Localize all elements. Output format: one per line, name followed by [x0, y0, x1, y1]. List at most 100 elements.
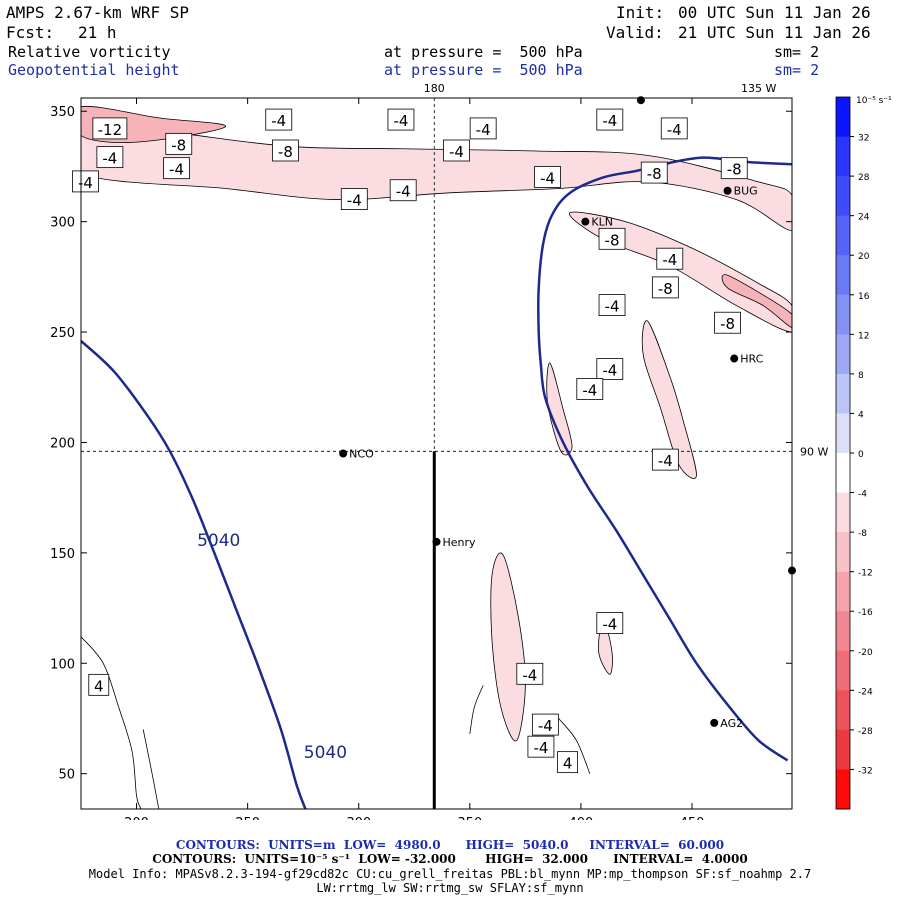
valid-label: Valid: [606, 23, 664, 42]
vorticity-label: -4 [396, 183, 411, 201]
station-label: HRC [740, 353, 763, 366]
vorticity-label-box [576, 378, 604, 400]
station-marker [339, 449, 348, 458]
station-marker [730, 354, 739, 363]
plot-frame [80, 97, 793, 810]
colorbar-tick-label: 16 [858, 292, 870, 302]
y-tick-label: 50 [58, 768, 75, 783]
vorticity-label-box [516, 662, 544, 685]
field2-smoothing: sm= 2 [774, 61, 820, 79]
vorticity-label: -8 [171, 136, 186, 154]
forecast-label: Fcst: [6, 23, 55, 42]
colorbar-swatch [836, 492, 850, 533]
y-tick-label: 350 [50, 105, 75, 120]
vorticity-label-box [596, 108, 624, 131]
model-info-line2: LW:rrtmg_lw SW:rrtmg_sw SFLAY:sf_mynn [316, 881, 584, 895]
geopotential-height-line [81, 339, 307, 809]
vorticity-label-box [96, 146, 124, 169]
model-info: Model Info: MPASv8.2.3-194-gf29cd82c CU:… [88, 867, 812, 881]
vorticity-band [490, 552, 526, 742]
colorbar-tick-label: -28 [858, 727, 873, 737]
vorticity-label: 4 [563, 755, 573, 773]
colorbar-tick-label: -8 [858, 529, 867, 539]
vorticity-label-box [598, 227, 626, 250]
init-label: Init: [616, 3, 665, 22]
vorticity-label-box [443, 139, 470, 162]
vorticity-label-box [557, 751, 578, 774]
colorbar-swatch [836, 176, 850, 217]
colorbar-swatch [836, 611, 850, 652]
vorticity-band [641, 320, 697, 479]
vorticity-label: -4 [169, 161, 184, 179]
y-tick-label: 200 [50, 436, 75, 451]
vorticity-label: -4 [78, 174, 93, 192]
vorticity-contour-line [81, 636, 142, 809]
station-marker [581, 217, 590, 226]
vorticity-label: -12 [98, 121, 123, 139]
init-time: 00 UTC Sun 11 Jan 26 [678, 3, 871, 22]
field2-pressure: at pressure = 500 hPa [384, 61, 583, 79]
colorbar-swatch [836, 571, 850, 612]
colorbar-tick-label: -12 [858, 569, 873, 579]
colorbar-swatch [836, 255, 850, 296]
vorticity-label: -4 [449, 143, 464, 161]
vorticity-label-box [72, 170, 99, 193]
station-label: KLN [591, 216, 613, 229]
colorbar-tick-label: 4 [858, 410, 864, 420]
vorticity-label: -8 [278, 143, 293, 161]
field1-smoothing: sm= 2 [774, 43, 820, 61]
field2-name: Geopotential height [8, 61, 180, 79]
vorticity-label: -8 [727, 161, 742, 179]
vorticity-label: -4 [662, 251, 677, 269]
vorticity-label: -4 [602, 362, 617, 380]
field1-name: Relative vorticity [8, 43, 171, 61]
field1-pressure: at pressure = 500 hPa [384, 43, 583, 61]
vorticity-label: -8 [720, 315, 735, 333]
vorticity-label-box [720, 157, 748, 180]
vorticity-label-box [598, 294, 626, 316]
colorbar-swatch [836, 294, 850, 335]
colorbar-tick-label: 20 [858, 252, 870, 262]
colorbar-swatch [836, 453, 850, 494]
vorticity-label-box [88, 673, 110, 696]
colorbar-tick-label: 28 [858, 173, 870, 183]
colorbar-tick-label: 32 [858, 134, 869, 144]
vorticity-label: -4 [102, 150, 117, 168]
vorticity-label: -4 [602, 616, 617, 634]
vorticity-label: -8 [647, 165, 662, 183]
vorticity-label: -4 [271, 112, 286, 130]
vorticity-label: 4 [94, 677, 104, 695]
vorticity-contour-line [469, 685, 484, 734]
vorticity-contour-line [142, 729, 160, 809]
y-tick-label: 150 [50, 547, 75, 562]
vorticity-label-box [596, 358, 624, 380]
vorticity-label-box [531, 713, 559, 736]
colorbar-swatch [836, 769, 850, 810]
x-tick-label: 300 [346, 816, 371, 820]
vorticity-label-box [165, 132, 193, 155]
vorticity-label: -4 [658, 452, 673, 470]
station-label: NCO [349, 448, 374, 461]
colorbar-tick-label: -4 [858, 490, 867, 500]
vorticity-label-box [272, 139, 299, 162]
vorticity-label: -4 [522, 666, 537, 684]
colorbar-swatch [836, 532, 850, 573]
vorticity-label-box [469, 117, 497, 140]
colorbar-tick-label: 24 [858, 213, 870, 223]
vorticity-label-box [340, 188, 368, 210]
colorbar-swatch [836, 215, 850, 256]
colorbar-swatch [836, 690, 850, 731]
vorticity-label: -8 [605, 231, 620, 249]
station-marker [432, 537, 441, 546]
vorticity-label: -4 [582, 381, 597, 399]
colorbar-tick-label: -20 [858, 648, 873, 658]
geopotential-contour-info: CONTOURS: UNITS=m LOW= 4980.0 HIGH= 5040… [175, 838, 725, 852]
station-marker [723, 186, 732, 195]
vorticity-label: -4 [540, 169, 555, 187]
vorticity-label-box [265, 108, 293, 131]
meridian-label: 90 W [800, 445, 828, 458]
x-tick-label: 350 [457, 816, 482, 820]
colorbar-tick-label: 8 [858, 371, 864, 381]
colorbar-tick-label: -24 [858, 687, 873, 697]
